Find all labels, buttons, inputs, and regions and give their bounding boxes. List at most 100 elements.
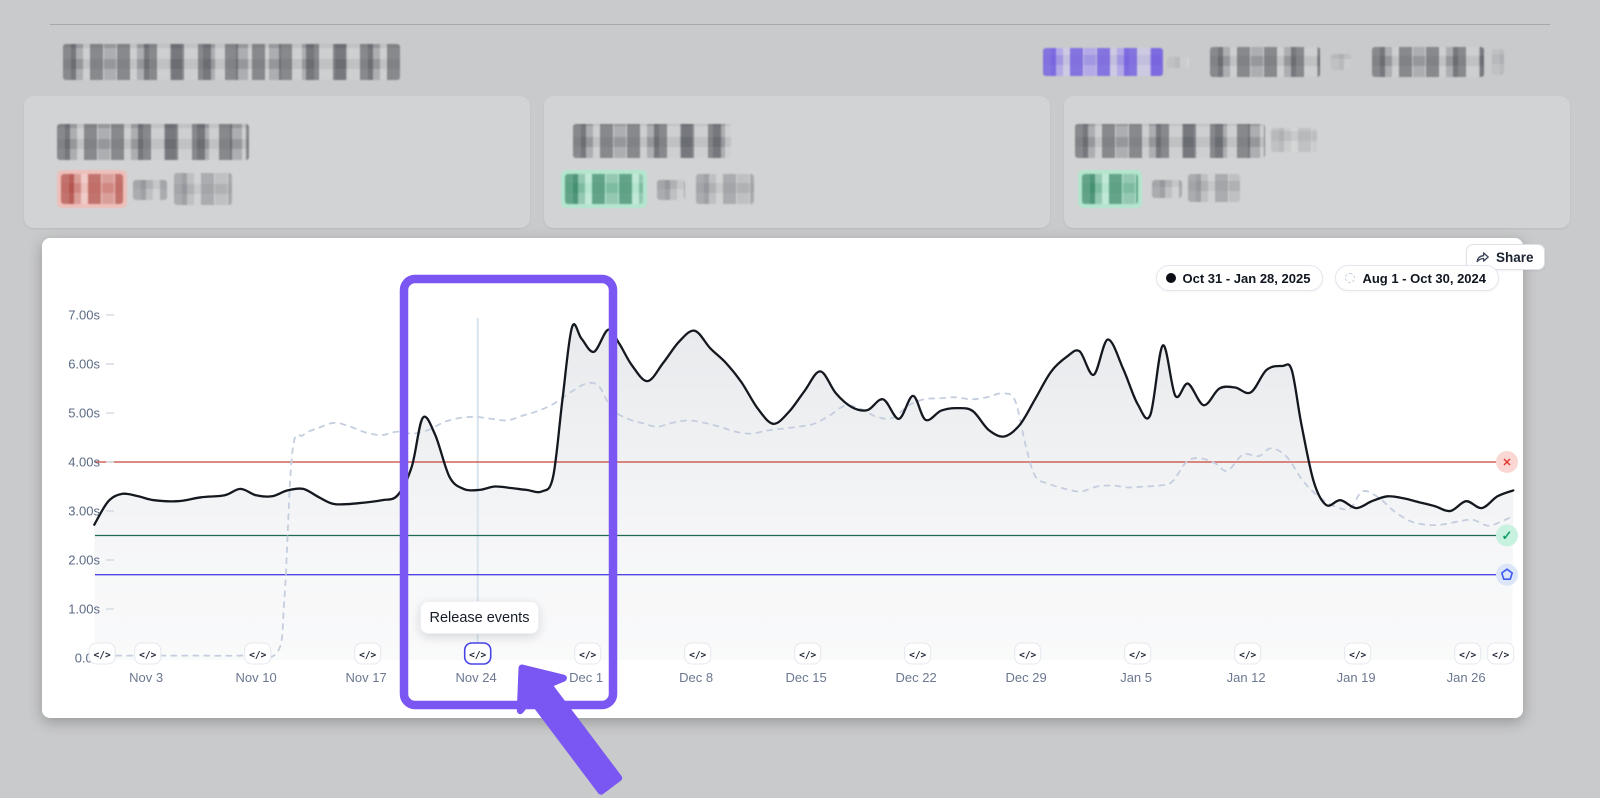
code-icon: </> [249,650,266,661]
performance-chart-card: 7.00s 6.00s 5.00s 4.00s 3.00s 2.00s 1.00s 0.00 N… [42,238,1545,718]
release-event-chip[interactable]: </> [574,642,602,665]
current-period-line [93,323,1515,526]
redacted-metric-detail [696,174,754,204]
release-event-chip[interactable]: </> [463,642,492,665]
code-icon: </> [359,650,376,661]
metric-card-1 [24,96,530,228]
threshold-status-badge-goal-pentagon [1496,563,1518,586]
code-icon: </> [909,650,926,661]
release-events-tooltip: Release events [420,601,539,634]
share-button-label: Share [1496,249,1534,265]
redacted-card-title-suffix [1271,128,1317,152]
code-icon: </> [1349,650,1366,661]
release-event-chip-box [88,642,116,665]
release-event-chip[interactable]: </> [794,642,822,665]
x-axis-label: Jan 19 [1337,670,1376,685]
timeseries-plot: 7.00s6.00s5.00s4.00s3.00s2.00s1.00s0.00N… [68,308,1518,685]
x-axis-label: Dec 15 [786,670,827,685]
release-event-chip[interactable]: </> [684,642,712,665]
release-event-chip[interactable]: </> [1487,642,1515,665]
x-axis-label: Dec 8 [679,670,713,685]
metric-card-2 [544,96,1050,228]
release-event-chip-box [1487,642,1515,665]
x-axis-label: Jan 12 [1227,670,1266,685]
release-event-chip-box [904,642,932,665]
code-icon: </> [469,650,486,661]
legend-label-current: Oct 31 - Jan 28, 2025 [1182,270,1311,286]
release-event-chip[interactable]: </> [1014,642,1042,665]
share-icon [1475,250,1490,264]
x-axis-label: Dec 29 [1006,670,1047,685]
y-axis-label: 2.00s [68,553,100,568]
x-axis-label: Nov 3 [129,670,163,685]
code-icon: </> [579,650,596,661]
y-axis-label: 6.00s [68,357,100,372]
release-event-chip[interactable]: </> [904,642,932,665]
x-icon: ✕ [1502,457,1511,469]
release-event-chip-box [794,642,822,665]
release-event-chip-box [1454,642,1482,665]
y-axis-label: 4.00s [68,455,100,470]
threshold-status-badge-pass-check: ✓ [1496,524,1518,547]
release-event-chip-box [134,642,162,665]
redacted-button[interactable] [1372,47,1484,77]
code-icon: </> [1239,650,1256,661]
redacted-metric-value [565,174,643,204]
redacted-metric-value [1082,174,1138,204]
legend: Oct 31 - Jan 28, 2025 Aug 1 - Oct 30, 20… [1155,265,1499,291]
code-icon: </> [689,650,706,661]
redacted-control[interactable] [1492,49,1504,75]
release-event-chip[interactable]: </> [1454,642,1482,665]
release-event-chip-box [244,642,272,665]
redacted-metric-value [61,174,123,204]
release-event-chip[interactable]: </> [134,642,162,665]
legend-chip-current-period[interactable]: Oct 31 - Jan 28, 2025 [1155,265,1324,291]
code-icon: </> [1129,650,1146,661]
solid-dot-icon [1165,273,1176,283]
redacted-metric-delta [133,180,167,200]
release-event-chip[interactable]: </> [1344,642,1372,665]
check-icon: ✓ [1502,528,1513,543]
redacted-card-title [1075,124,1265,158]
redacted-primary-button[interactable] [1043,48,1163,76]
y-axis-label: 5.00s [68,406,100,421]
threshold-status-badge-fail-x: ✕ [1496,451,1518,473]
metric-badge-positive [1078,170,1142,208]
x-axis-label: Nov 10 [236,670,277,685]
x-axis-label: Jan 26 [1447,670,1486,685]
legend-chip-previous-period[interactable]: Aug 1 - Oct 30, 2024 [1335,265,1499,291]
status-badge-circle [1496,524,1518,547]
redacted-metric-detail [1188,174,1240,202]
x-axis-label: Nov 17 [346,670,387,685]
code-icon: </> [799,650,816,661]
release-event-chip-box [1344,642,1372,665]
release-event-chip[interactable]: </> [88,642,116,665]
redacted-metric-delta [1152,180,1182,198]
status-badge-circle [1496,563,1518,586]
metric-badge-positive [561,170,647,208]
x-axis-label: Nov 24 [456,670,497,685]
header-divider [50,24,1550,25]
code-icon: </> [1019,650,1036,661]
redacted-page-title [63,44,400,80]
dashed-circle-icon [1345,273,1356,283]
status-badge-circle [1496,451,1518,473]
release-event-chip-box [354,642,382,665]
redacted-card-title [573,124,731,158]
metric-card-3 [1064,96,1570,228]
y-axis-label: 7.00s [68,308,100,323]
release-event-chip[interactable]: </> [244,642,272,665]
release-event-chip[interactable]: </> [354,642,382,665]
redacted-card-title [57,124,249,160]
legend-label-previous: Aug 1 - Oct 30, 2024 [1362,270,1486,286]
redacted-button[interactable] [1210,47,1320,77]
redacted-separator [1331,54,1351,70]
release-event-chip-box [684,642,712,665]
release-event-chip[interactable]: </> [1234,642,1262,665]
redacted-metric-delta [657,180,685,200]
code-icon: </> [94,650,111,661]
release-event-chip[interactable]: </> [1124,642,1152,665]
pentagon-icon [1501,568,1513,581]
x-axis-label: Jan 5 [1120,670,1152,685]
